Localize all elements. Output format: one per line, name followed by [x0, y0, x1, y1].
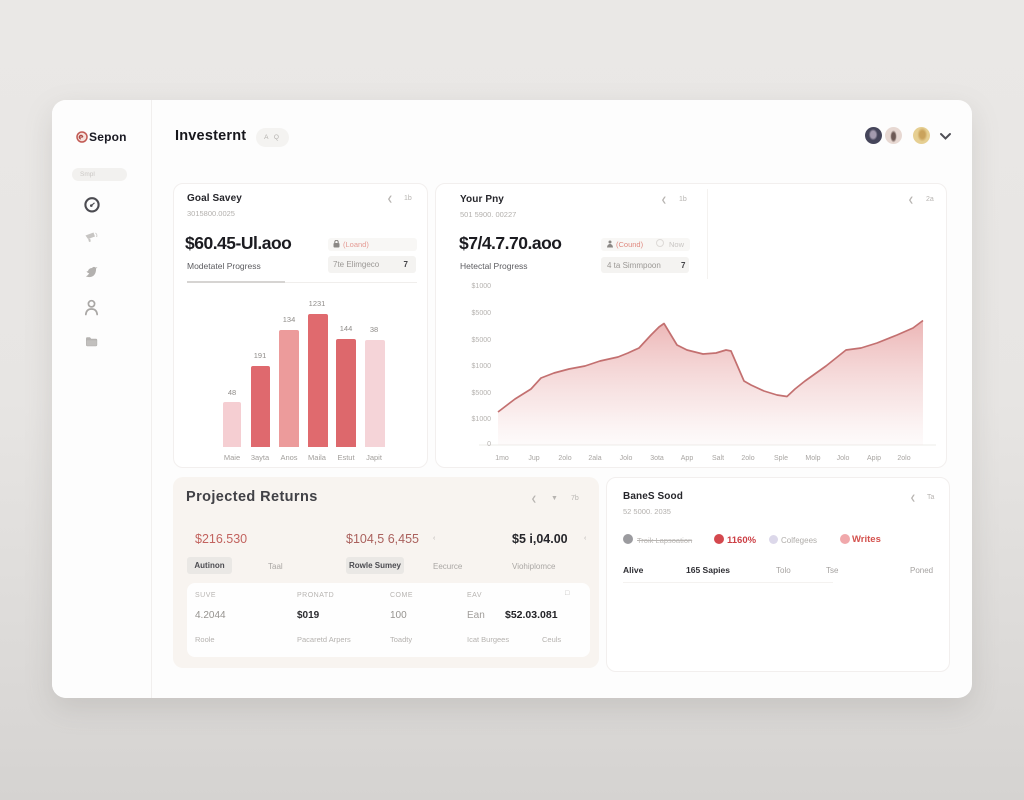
- svg-text:Salt: Salt: [712, 455, 724, 462]
- svg-text:2olo: 2olo: [558, 455, 571, 462]
- svg-text:$1000: $1000: [472, 363, 492, 370]
- svg-text:Apip: Apip: [867, 455, 881, 462]
- svg-text:2olo: 2olo: [897, 455, 910, 462]
- svg-text:$5000: $5000: [472, 310, 492, 317]
- svg-text:Jup: Jup: [528, 455, 539, 462]
- svg-text:$5000: $5000: [472, 337, 492, 344]
- svg-text:0: 0: [487, 441, 491, 448]
- svg-text:Jolo: Jolo: [837, 455, 850, 462]
- svg-text:Molp: Molp: [805, 455, 820, 462]
- svg-text:2ala: 2ala: [588, 455, 601, 462]
- svg-text:2olo: 2olo: [741, 455, 754, 462]
- svg-text:App: App: [681, 455, 694, 462]
- svg-text:3ota: 3ota: [650, 455, 664, 462]
- svg-text:Sple: Sple: [774, 455, 788, 462]
- svg-text:$1000: $1000: [472, 416, 492, 423]
- svg-text:$5000: $5000: [472, 390, 492, 397]
- svg-text:Jolo: Jolo: [620, 455, 633, 462]
- svg-text:$1000: $1000: [472, 283, 492, 290]
- svg-text:1mo: 1mo: [495, 455, 509, 462]
